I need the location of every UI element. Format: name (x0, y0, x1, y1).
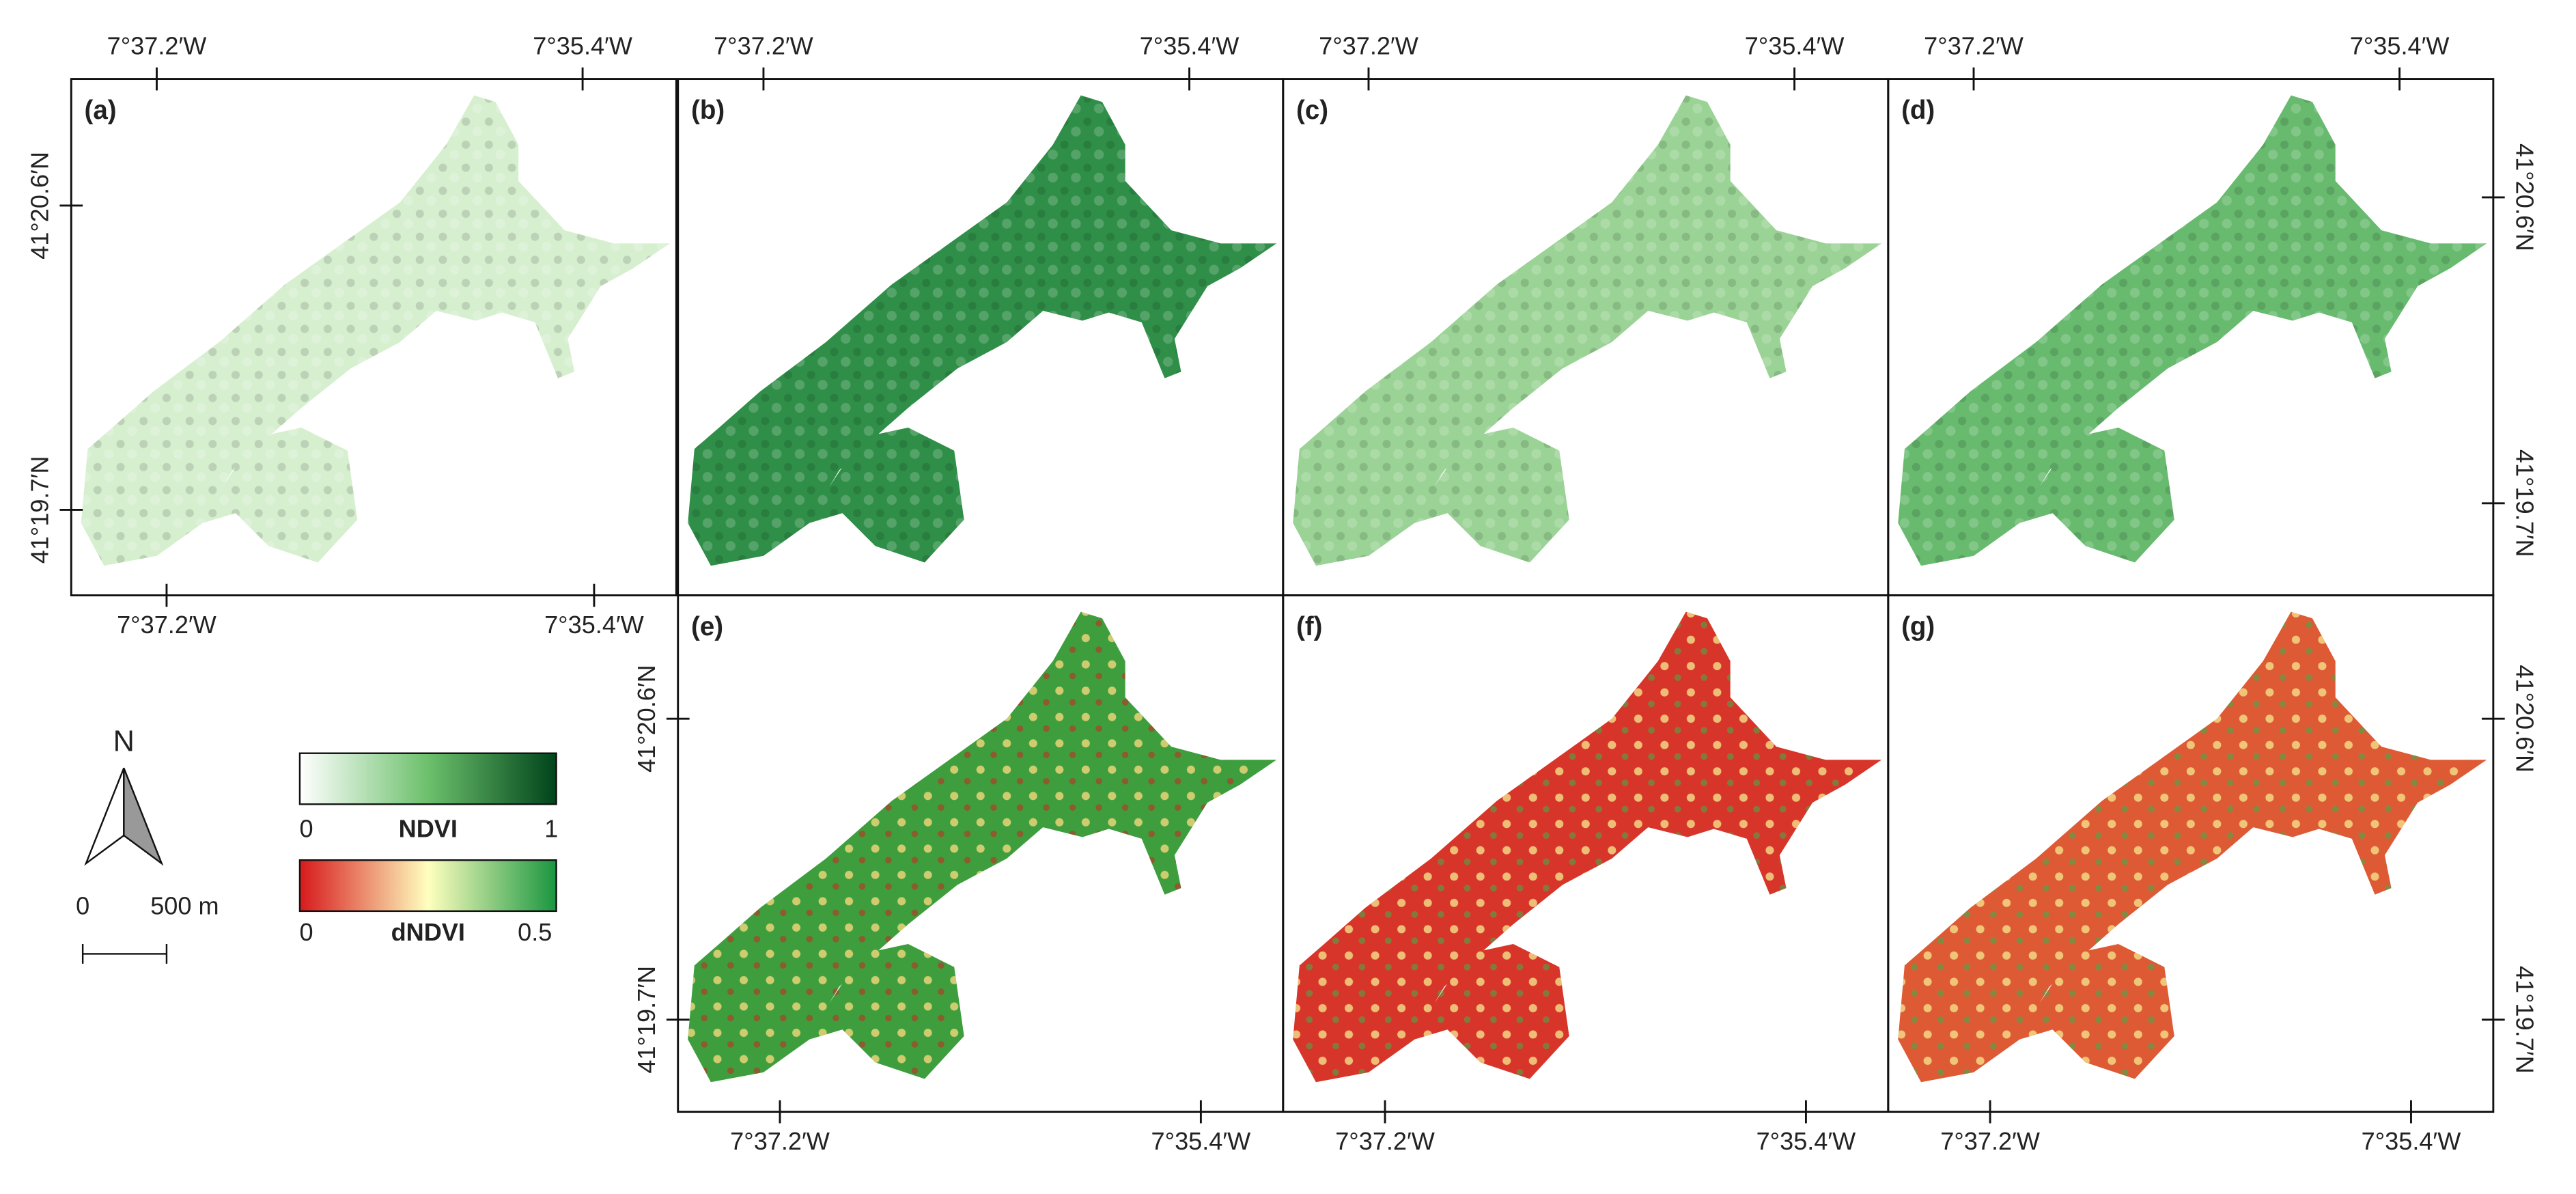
ndvi-title: NDVI (399, 814, 458, 842)
map-texture (1293, 611, 1882, 1083)
map-texture (81, 95, 670, 566)
panel-label: (b) (691, 96, 725, 125)
x-tick-label: 7°37.2′W (1940, 1127, 2040, 1155)
panel-label: (f) (1296, 612, 1322, 641)
dndvi-title: dNDVI (391, 918, 465, 946)
y-tick-label: 41°19.7′N (25, 456, 53, 564)
x-tick-label: 7°37.2′W (1335, 1127, 1435, 1155)
panel-label: (d) (1901, 96, 1935, 125)
x-tick-label: 7°37.2′W (1319, 31, 1418, 59)
scale-bar (81, 944, 168, 964)
x-tick-label: 7°35.4′W (533, 31, 632, 59)
panels: (a) (b) (c) (d) (e) (f) (g) 7°37.2′W 7°35.4′W 7°3… (25, 31, 2538, 1155)
dndvi-colorbar (298, 859, 557, 913)
y-tick-label: 41°20.6′N (25, 152, 53, 260)
y-tick-label: 41°20.6′N (2511, 665, 2539, 773)
map-texture (688, 611, 1277, 1083)
y-tick-label: 41°19.7′N (2511, 966, 2539, 1074)
x-tick-label: 7°37.2′W (117, 611, 216, 639)
legend: N 0 500 m 0 NDVI 1 0 dNDVI 0.5 (76, 725, 558, 964)
x-tick-label: 7°35.4′W (2350, 31, 2450, 59)
x-tick-label: 7°35.4′W (1756, 1127, 1856, 1155)
map-texture (688, 95, 1277, 566)
scale-min: 0 (76, 892, 89, 920)
north-arrow (123, 767, 164, 866)
panel-label: (g) (1901, 612, 1935, 641)
map-texture (1898, 611, 2487, 1083)
map-texture (1898, 95, 2487, 566)
x-tick-label: 7°35.4′W (1151, 1127, 1251, 1155)
panel-frame (1887, 594, 2495, 1113)
panel-label: (e) (691, 612, 723, 641)
x-tick-label: 7°35.4′W (1140, 31, 1240, 59)
ndvi-colorbar (298, 752, 557, 805)
y-tick-label: 41°20.6′N (632, 665, 660, 773)
panel-frame (70, 78, 677, 597)
panel-label: (a) (85, 96, 117, 125)
ndvi-max: 1 (544, 814, 558, 842)
y-tick-label: 41°19.7′N (632, 966, 660, 1074)
x-tick-label: 7°37.2′W (714, 31, 813, 59)
x-tick-label: 7°35.4′W (544, 611, 644, 639)
x-tick-label: 7°35.4′W (1745, 31, 1845, 59)
north-arrow (84, 767, 125, 866)
x-tick-label: 7°37.2′W (730, 1127, 830, 1155)
x-tick-label: 7°35.4′W (2362, 1127, 2461, 1155)
panel-label: (c) (1296, 96, 1328, 125)
dndvi-min: 0 (300, 918, 313, 946)
ndvi-min: 0 (300, 814, 313, 842)
north-label: N (113, 725, 135, 758)
y-tick-label: 41°20.6′N (2511, 143, 2539, 251)
x-tick-label: 7°37.2′W (107, 31, 207, 59)
y-tick-label: 41°19.7′N (2511, 449, 2539, 557)
x-tick-label: 7°37.2′W (1924, 31, 2024, 59)
dndvi-max: 0.5 (518, 918, 552, 946)
scale-max: 500 m (150, 892, 219, 920)
map-texture (1293, 95, 1882, 566)
